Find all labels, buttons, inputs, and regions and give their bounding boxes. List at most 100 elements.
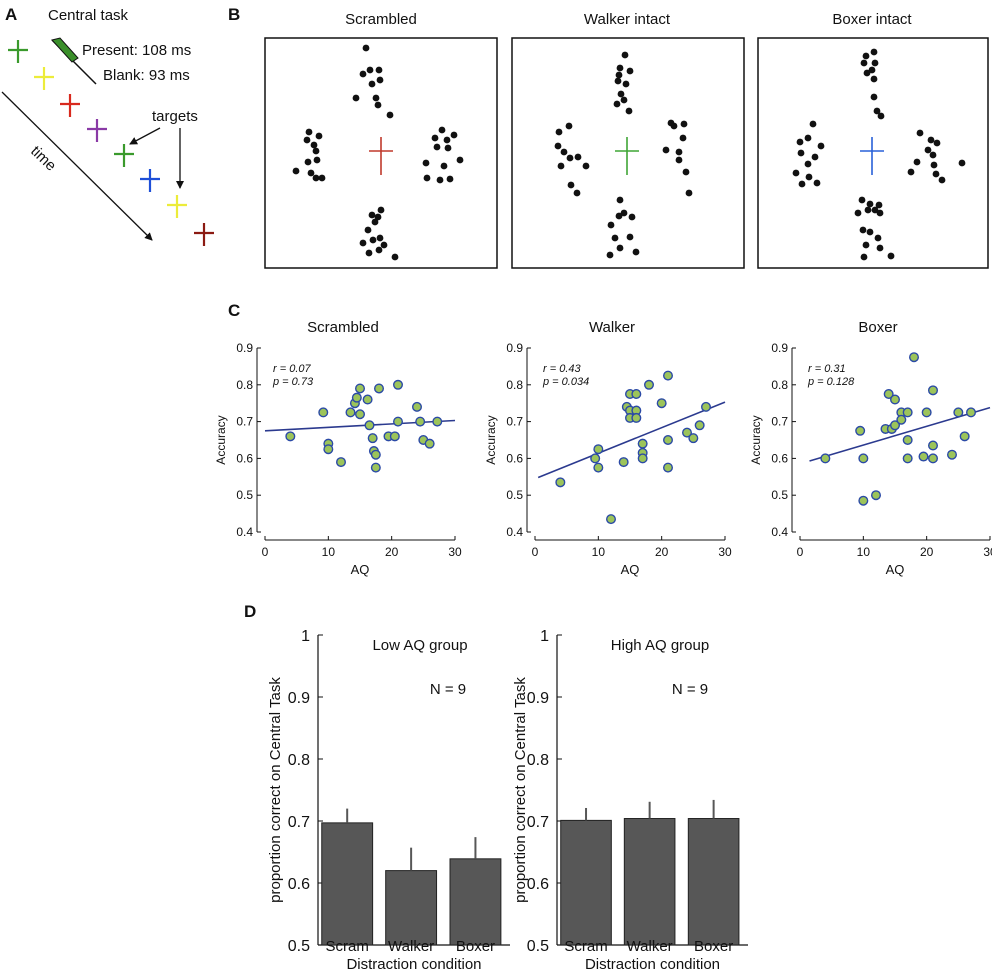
point-light-dot (796, 138, 804, 146)
point-light-dot (359, 70, 367, 78)
point-light-dot (871, 206, 879, 214)
point-light-dot (870, 48, 878, 56)
point-light-dot (567, 181, 575, 189)
point-light-dot (860, 59, 868, 67)
point-light-dot (929, 151, 937, 159)
point-light-dot (864, 206, 872, 214)
present-interval-marker (51, 37, 79, 63)
time-arrow (1, 91, 153, 241)
point-light-dot (804, 134, 812, 142)
data-point (424, 438, 435, 449)
point-light-dot (877, 112, 885, 120)
data-point (606, 514, 617, 525)
point-light-dot (670, 122, 678, 130)
data-point (323, 444, 334, 455)
point-light-dot (304, 158, 312, 166)
x-axis-label: AQ (351, 562, 370, 577)
bar-chart-low-aq: 0.5 0.6 0.7 0.8 0.9 1 Low AQ group N = 9 proport… (267, 628, 510, 973)
data-point (355, 383, 366, 394)
y-tick-label: 0.5 (236, 488, 253, 502)
point-light-dot (859, 226, 867, 234)
category-label: Scram (326, 938, 369, 955)
y-axis-label: proportion correct on Central Task (512, 677, 529, 903)
central-cross-8 (194, 223, 214, 246)
point-light-dot (938, 176, 946, 184)
data-point (590, 453, 601, 464)
point-light-dot (868, 66, 876, 74)
stimulus-1 (292, 44, 464, 261)
data-point (902, 407, 913, 418)
x-tick-label: 30 (983, 545, 992, 559)
point-light-dot (875, 201, 883, 209)
data-point (688, 433, 699, 444)
central-task-title: Central task (48, 7, 129, 24)
point-light-dot (315, 132, 323, 140)
point-light-dot (431, 134, 439, 142)
regression-line (264, 419, 456, 432)
bar-scram (560, 819, 612, 946)
present-duration-label: Present: 108 ms (82, 42, 191, 59)
correlation-r: r = 0.07 (273, 363, 311, 375)
data-point (631, 389, 642, 400)
data-point (345, 407, 356, 418)
data-point (959, 431, 970, 442)
point-light-dot (621, 51, 629, 59)
sample-size: N = 9 (430, 681, 466, 698)
point-light-dot (554, 142, 562, 150)
point-light-dot (870, 93, 878, 101)
data-point (355, 409, 366, 420)
data-point (618, 457, 629, 468)
point-light-dot (958, 159, 966, 167)
y-tick-label: 0.5 (506, 488, 523, 502)
data-point (285, 431, 296, 442)
point-light-dot (446, 175, 454, 183)
point-light-dot (924, 146, 932, 154)
point-light-dot (873, 107, 881, 115)
data-point (858, 495, 869, 506)
point-light-dot (555, 128, 563, 136)
y-axis-label: proportion correct on Central Task (267, 677, 284, 903)
data-point (820, 453, 831, 464)
y-tick-label: 0.9 (236, 341, 253, 355)
bar-scram (321, 822, 374, 946)
data-point (593, 444, 604, 455)
targets-label: targets (152, 108, 198, 125)
data-point (415, 416, 426, 427)
bar-charts: 0.5 0.6 0.7 0.8 0.9 1 Low AQ group N = 9 proport… (267, 628, 748, 973)
point-light-dot (804, 160, 812, 168)
stimulus-frame-scrambled (264, 37, 498, 269)
point-light-dot (375, 246, 383, 254)
point-light-dot (573, 189, 581, 197)
y-tick-label: 0.9 (506, 341, 523, 355)
point-light-dot (854, 209, 862, 217)
y-tick-label: 0.8 (288, 752, 310, 769)
bar-walker (623, 818, 676, 946)
data-point (637, 453, 648, 464)
data-point (364, 420, 375, 431)
point-light-dot (318, 174, 326, 182)
y-tick-label: 0.5 (771, 488, 788, 502)
y-tick-label: 0.8 (771, 378, 788, 392)
point-light-dot (662, 146, 670, 154)
point-light-dot (438, 126, 446, 134)
point-light-dot (675, 156, 683, 164)
data-point (921, 407, 932, 418)
point-light-dot (307, 169, 315, 177)
scatter-title: Boxer (858, 319, 897, 336)
point-light-dot (368, 80, 376, 88)
point-light-dot (628, 213, 636, 221)
point-light-dot (374, 213, 382, 221)
scatter-title: Scrambled (307, 319, 379, 336)
point-light-dot (626, 67, 634, 75)
point-light-dot (436, 176, 444, 184)
correlation-p: p = 0.034 (542, 376, 589, 388)
stimulus-frame-walker (511, 37, 745, 269)
bar-chart-title: Low AQ group (372, 637, 467, 654)
data-point (682, 427, 693, 438)
y-tick-label: 1 (540, 628, 549, 645)
y-tick-label: 0.8 (527, 752, 549, 769)
point-light-dot (616, 64, 624, 72)
central-cross-3 (60, 94, 80, 117)
point-light-dot (366, 66, 374, 74)
data-point (336, 457, 347, 468)
